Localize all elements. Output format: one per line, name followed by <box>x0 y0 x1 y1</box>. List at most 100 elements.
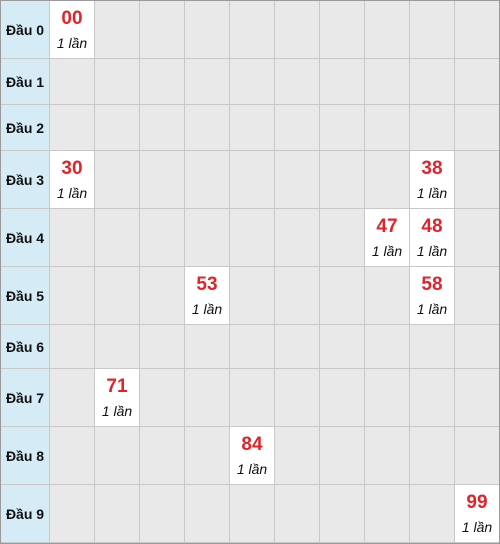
grid-cell <box>320 209 365 267</box>
grid-cell <box>140 485 185 543</box>
lottery-number: 58 <box>421 273 443 295</box>
grid-cell <box>50 369 95 427</box>
grid-cell <box>50 209 95 267</box>
grid-row: Đầu 5 53 1 lần 58 1 lần <box>1 267 499 325</box>
grid-cell <box>455 369 499 427</box>
grid-cell <box>410 369 455 427</box>
grid-cell <box>365 1 410 59</box>
grid-cell <box>320 427 365 485</box>
grid-cell <box>275 151 320 209</box>
grid-cell <box>185 325 230 369</box>
grid-cell <box>230 151 275 209</box>
lottery-number: 47 <box>376 215 398 237</box>
grid-cell <box>185 59 230 105</box>
grid-cell <box>320 105 365 151</box>
grid-cell <box>185 485 230 543</box>
grid-cell <box>95 209 140 267</box>
grid-cell <box>50 427 95 485</box>
occurrence-count: 1 lần <box>416 184 448 201</box>
grid-cell <box>95 151 140 209</box>
lottery-number: 71 <box>106 375 128 397</box>
grid-cell <box>50 267 95 325</box>
lottery-number: 00 <box>61 7 83 29</box>
grid-cell <box>140 1 185 59</box>
grid-cell <box>365 369 410 427</box>
number-cell: 38 1 lần <box>410 151 455 209</box>
grid-cell <box>275 59 320 105</box>
grid-cell <box>365 59 410 105</box>
grid-cell <box>455 151 499 209</box>
grid-cell <box>140 369 185 427</box>
grid-cell <box>230 267 275 325</box>
lottery-number: 30 <box>61 157 83 179</box>
grid-cell <box>95 325 140 369</box>
row-header: Đầu 4 <box>1 209 50 267</box>
grid-row: Đầu 8 84 1 lần <box>1 427 499 485</box>
grid-cell <box>275 105 320 151</box>
grid-cell <box>455 59 499 105</box>
grid-cell <box>320 267 365 325</box>
number-cell: 84 1 lần <box>230 427 275 485</box>
grid-cell <box>230 105 275 151</box>
grid-cell <box>455 267 499 325</box>
grid-cell <box>140 59 185 105</box>
grid-cell <box>185 105 230 151</box>
row-header: Đầu 1 <box>1 59 50 105</box>
number-cell: 53 1 lần <box>185 267 230 325</box>
grid-cell <box>185 151 230 209</box>
grid-cell <box>230 325 275 369</box>
grid-cell <box>410 325 455 369</box>
occurrence-count: 1 lần <box>416 300 448 317</box>
row-header: Đầu 8 <box>1 427 50 485</box>
grid-cell <box>140 427 185 485</box>
grid-cell <box>50 105 95 151</box>
grid-cell <box>185 1 230 59</box>
occurrence-count: 1 lần <box>101 402 133 419</box>
grid-row: Đầu 9 99 1 lần <box>1 485 499 543</box>
grid-cell <box>230 485 275 543</box>
grid-cell <box>185 427 230 485</box>
grid-cell <box>320 485 365 543</box>
grid-cell <box>365 427 410 485</box>
grid-cell <box>455 209 499 267</box>
grid-cell <box>95 59 140 105</box>
grid-cell <box>410 105 455 151</box>
grid-cell <box>410 485 455 543</box>
grid-cell <box>140 151 185 209</box>
number-cell: 00 1 lần <box>50 1 95 59</box>
lottery-number: 84 <box>241 433 263 455</box>
number-cell: 48 1 lần <box>410 209 455 267</box>
row-header: Đầu 0 <box>1 1 50 59</box>
lottery-number: 48 <box>421 215 443 237</box>
grid-cell <box>95 1 140 59</box>
grid-cell <box>185 369 230 427</box>
grid-cell <box>230 369 275 427</box>
grid-cell <box>140 325 185 369</box>
grid-cell <box>365 325 410 369</box>
grid-cell <box>95 427 140 485</box>
grid-cell <box>275 427 320 485</box>
grid-cell <box>185 209 230 267</box>
grid-cell <box>50 485 95 543</box>
grid-cell <box>275 369 320 427</box>
occurrence-count: 1 lần <box>56 34 88 51</box>
grid-cell <box>410 59 455 105</box>
number-cell: 58 1 lần <box>410 267 455 325</box>
grid-cell <box>320 369 365 427</box>
grid-cell <box>320 1 365 59</box>
grid-cell <box>95 485 140 543</box>
lottery-number: 38 <box>421 157 443 179</box>
grid-cell <box>455 105 499 151</box>
grid-cell <box>410 427 455 485</box>
grid-cell <box>275 267 320 325</box>
row-header: Đầu 9 <box>1 485 50 543</box>
grid-row: Đầu 7 71 1 lần <box>1 369 499 427</box>
lottery-number: 99 <box>466 491 488 513</box>
occurrence-count: 1 lần <box>371 242 403 259</box>
grid-row: Đầu 4 47 1 lần 48 1 lần <box>1 209 499 267</box>
grid-cell <box>365 485 410 543</box>
occurrence-count: 1 lần <box>416 242 448 259</box>
grid-cell <box>230 1 275 59</box>
occurrence-count: 1 lần <box>236 460 268 477</box>
